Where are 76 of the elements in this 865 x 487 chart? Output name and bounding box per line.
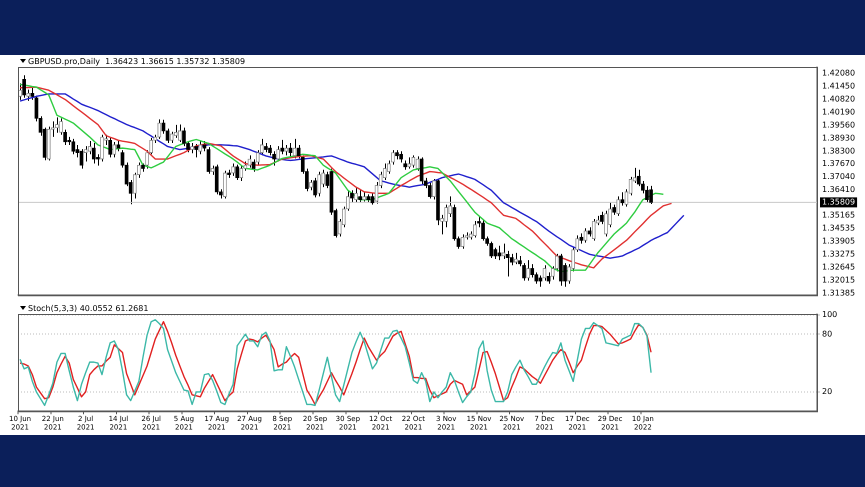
- y-tick-label: 1.41450: [822, 82, 856, 91]
- candlestick: [112, 141, 116, 158]
- candlestick: [588, 226, 592, 237]
- candlestick: [252, 158, 256, 172]
- candlestick: [239, 165, 244, 182]
- y-tick-label: 1.40820: [822, 94, 856, 104]
- candlestick: [526, 260, 530, 282]
- candlestick: [542, 264, 546, 282]
- candlestick: [584, 228, 588, 244]
- candlestick: [182, 127, 186, 147]
- y-tick-label: 1.37670: [822, 159, 856, 168]
- y-tick-label: 1.37040: [822, 172, 856, 182]
- candlestick: [178, 124, 182, 142]
- candlestick: [170, 131, 174, 144]
- candlestick: [412, 154, 416, 168]
- candlestick: [313, 177, 317, 198]
- candlestick: [18, 82, 22, 100]
- y-tick-label: 20: [822, 387, 832, 396]
- candlestick: [494, 247, 498, 260]
- candlestick: [292, 138, 296, 159]
- candlestick: [481, 220, 485, 242]
- candlestick: [100, 134, 104, 162]
- y-tick-label: 1.32015: [822, 275, 856, 284]
- candlestick: [399, 150, 403, 164]
- candlestick: [460, 234, 464, 250]
- ref-line-label: 1.35809: [822, 197, 856, 206]
- y-tick-label: 1.35165: [822, 210, 856, 220]
- candlestick: [116, 140, 120, 152]
- candlestick: [649, 185, 653, 204]
- candlestick: [317, 171, 321, 197]
- chart-title: GBPUSD.pro,Daily 1.36423 1.36615 1.35732 1.35809: [28, 57, 246, 66]
- candlestick: [248, 154, 252, 168]
- y-tick-label: 1.31385: [822, 288, 856, 298]
- y-tick-label: 100: [822, 310, 838, 320]
- candlestick: [636, 169, 641, 187]
- candlestick: [231, 163, 235, 176]
- y-tick-label: 1.34535: [822, 224, 856, 233]
- candlestick: [194, 144, 198, 158]
- candlestick: [592, 218, 596, 242]
- candlestick: [604, 210, 608, 237]
- candlestick: [264, 142, 268, 153]
- candlestick: [71, 138, 76, 155]
- candlestick: [288, 142, 292, 158]
- y-tick-label: 1.36410: [822, 185, 856, 194]
- candlestick: [223, 170, 227, 199]
- y-tick-label: 1.38300: [822, 146, 856, 156]
- candlestick: [600, 211, 604, 225]
- y-tick-label: 1.40190: [822, 107, 856, 116]
- candlestick: [420, 156, 424, 185]
- y-tick-label: 1.38930: [822, 133, 856, 142]
- y-tick-label: 80: [822, 329, 832, 338]
- candlestick: [108, 137, 112, 158]
- candlestick: [276, 146, 280, 162]
- candlestick: [22, 74, 26, 98]
- candlestick: [92, 142, 96, 164]
- y-tick-label: 1.33905: [822, 236, 856, 246]
- candlestick: [616, 196, 620, 216]
- y-tick-label: 1.39560: [822, 120, 856, 130]
- candlestick: [235, 164, 240, 180]
- candlestick: [268, 144, 272, 156]
- candlestick: [407, 156, 412, 170]
- candlestick: [498, 245, 502, 261]
- y-tick-label: 1.42080: [822, 68, 856, 78]
- candlestick: [244, 160, 248, 172]
- chart-title: Stoch(5,3,3) 40.0552 61.2681: [28, 304, 148, 313]
- candlestick: [395, 150, 399, 160]
- candlestick: [158, 118, 162, 140]
- candlestick: [370, 192, 374, 206]
- candlestick: [473, 220, 477, 238]
- candlestick: [362, 192, 366, 202]
- candlestick: [55, 116, 59, 134]
- candlestick: [80, 148, 84, 170]
- candlestick: [538, 274, 542, 288]
- candlestick: [530, 264, 534, 278]
- y-tick-label: 1.32645: [822, 262, 856, 272]
- y-tick-label: 1.33275: [822, 250, 856, 259]
